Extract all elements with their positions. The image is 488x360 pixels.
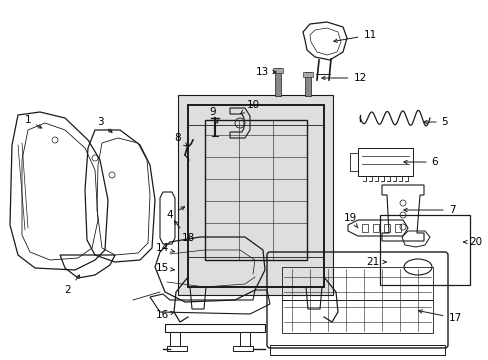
Bar (282, 267, 432, 333)
Text: 12: 12 (321, 73, 366, 83)
Bar (204, 120, 306, 260)
Bar (372, 224, 378, 232)
Bar (232, 346, 252, 351)
Bar (269, 345, 444, 355)
Text: 14: 14 (155, 243, 174, 253)
Bar (357, 148, 412, 176)
Bar (167, 346, 186, 351)
Text: 2: 2 (64, 275, 80, 295)
Text: 10: 10 (241, 100, 259, 113)
Bar (383, 224, 389, 232)
Text: 1: 1 (24, 115, 41, 128)
Text: 18: 18 (174, 221, 194, 243)
Text: 9: 9 (209, 107, 217, 123)
Text: 20: 20 (463, 237, 482, 247)
FancyBboxPatch shape (178, 95, 332, 295)
Text: 5: 5 (423, 117, 447, 127)
Bar (274, 68, 281, 96)
Bar (164, 324, 264, 332)
Text: 7: 7 (403, 205, 454, 215)
Text: 8: 8 (174, 133, 187, 146)
Text: 21: 21 (366, 257, 386, 267)
Text: 4: 4 (166, 207, 184, 220)
Text: 3: 3 (97, 117, 112, 132)
Bar (272, 68, 283, 73)
Bar (361, 224, 367, 232)
Bar (394, 224, 400, 232)
Text: 11: 11 (333, 30, 376, 42)
Text: 15: 15 (155, 263, 174, 273)
Text: 17: 17 (418, 310, 461, 323)
Bar (379, 215, 469, 285)
Bar (349, 153, 357, 171)
Text: 19: 19 (343, 213, 357, 228)
Text: 16: 16 (155, 310, 174, 320)
Bar (305, 72, 310, 96)
Text: 13: 13 (255, 67, 276, 77)
Bar (303, 72, 312, 77)
Bar (187, 105, 324, 287)
Text: 6: 6 (403, 157, 437, 167)
